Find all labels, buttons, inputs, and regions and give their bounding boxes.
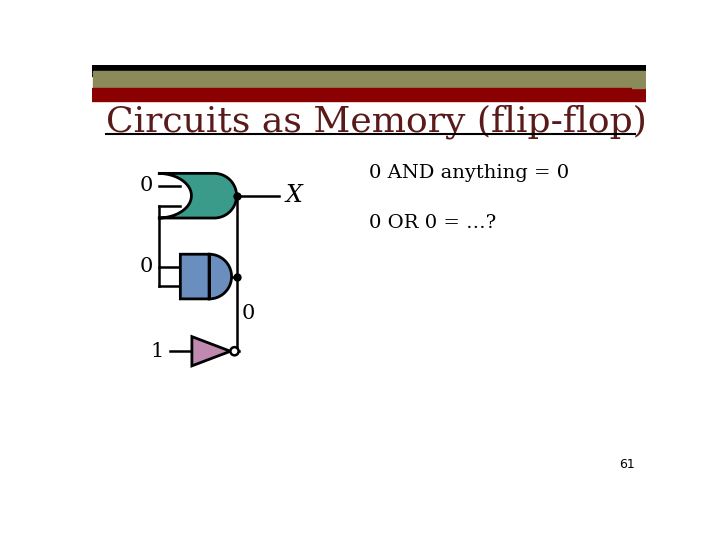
Text: 0: 0: [139, 177, 153, 195]
Text: 61: 61: [619, 458, 634, 471]
Polygon shape: [192, 336, 230, 366]
Bar: [92, 65, 647, 76]
Bar: [92, 88, 647, 101]
Text: X: X: [285, 184, 302, 207]
Text: 0 AND anything = 0: 0 AND anything = 0: [369, 164, 569, 181]
Polygon shape: [158, 173, 237, 218]
Text: 0 OR 0 = …?: 0 OR 0 = …?: [369, 214, 496, 232]
Bar: [632, 71, 644, 88]
Text: 0: 0: [241, 305, 255, 323]
Circle shape: [230, 347, 238, 355]
Text: 1: 1: [150, 342, 164, 361]
Polygon shape: [180, 254, 232, 299]
Bar: [94, 71, 632, 88]
Text: Circuits as Memory (flip-flop): Circuits as Memory (flip-flop): [106, 105, 647, 139]
Text: 0: 0: [139, 257, 153, 276]
